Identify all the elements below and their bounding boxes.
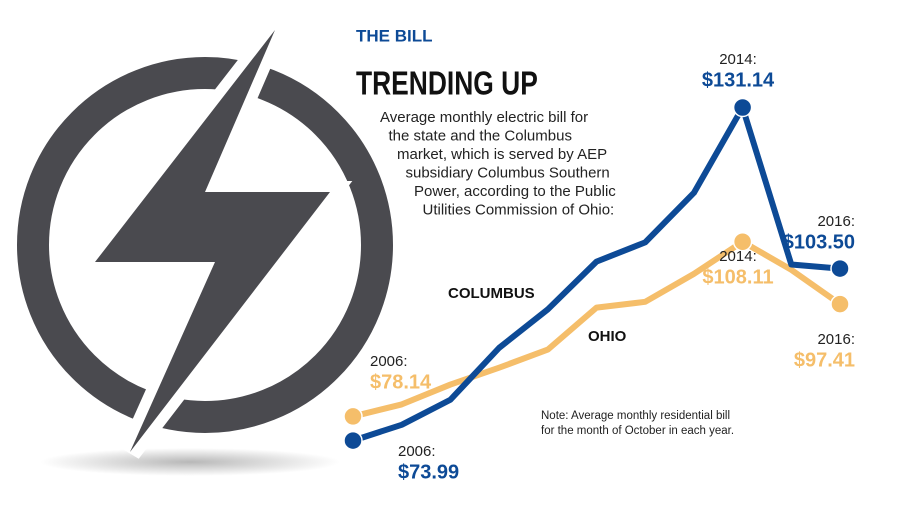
year-label: 2016: — [817, 331, 855, 348]
lightning-icon — [17, 23, 393, 476]
year-label: 2014: — [719, 248, 757, 265]
chart-title: TRENDING UP — [356, 66, 538, 102]
icon-bolt — [95, 30, 330, 452]
note-line: Note: Average monthly residential bill — [541, 410, 730, 422]
series-line — [352, 238, 842, 420]
icon-ring — [17, 57, 393, 433]
subtitle-line: Average monthly electric bill for — [380, 109, 588, 126]
value-label: $108.11 — [702, 266, 773, 288]
value-label: $97.41 — [794, 349, 855, 371]
icon-shadow — [40, 448, 340, 476]
point — [343, 406, 363, 427]
point — [830, 294, 850, 314]
kicker: THE BILL — [356, 26, 433, 45]
series-line — [352, 104, 841, 444]
subtitle-line: subsidiary Columbus Southern — [406, 164, 610, 181]
value-label: $78.14 — [370, 371, 432, 393]
series-label: COLUMBUS — [448, 285, 535, 302]
series-label: OHIO — [588, 328, 627, 345]
year-label: 2016: — [817, 213, 855, 230]
note-line: for the month of October in each year. — [541, 425, 734, 437]
value-label: $103.50 — [783, 231, 855, 253]
subtitle-line: Power, according to the Public — [414, 183, 616, 200]
year-label: 2014: — [719, 51, 757, 68]
point — [343, 430, 363, 451]
value-label: $131.14 — [702, 69, 775, 91]
subtitle-line: market, which is served by AEP — [397, 146, 607, 163]
year-label: 2006: — [370, 353, 408, 370]
point — [732, 97, 753, 118]
point — [830, 258, 850, 279]
year-label: 2006: — [398, 443, 436, 460]
point — [732, 231, 753, 252]
subtitle-line: the state and the Columbus — [389, 127, 572, 144]
value-label: $73.99 — [398, 461, 459, 483]
subtitle-line: Utilities Commission of Ohio: — [423, 201, 615, 218]
